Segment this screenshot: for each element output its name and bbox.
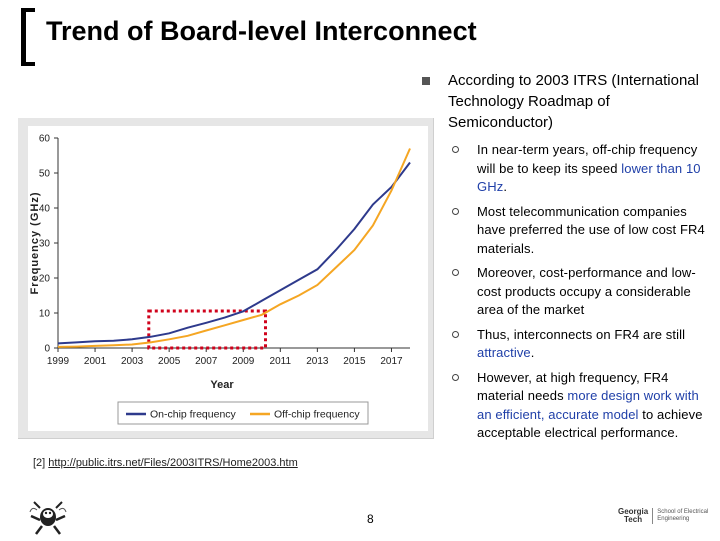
x-tick-label: 1999: [47, 356, 70, 367]
y-tick-label: 10: [39, 309, 51, 320]
highlighted-text: more design work with an efficient, accu…: [477, 388, 699, 422]
reference-prefix: [2]: [33, 457, 49, 469]
sub-bullet-item: Thus, interconnects on FR4 are still att…: [452, 326, 714, 363]
logo-text-tech: Tech: [624, 515, 643, 524]
bullet-text-fragment: In near-term years, off-chip frequency w…: [477, 142, 698, 176]
sub-bullet-text: Most telecommunication companies have pr…: [477, 203, 714, 259]
logo-text-georgia: Georgia: [618, 507, 649, 516]
circle-bullet-icon: [452, 373, 459, 381]
sub-bullet-item: Moreover, cost-performance and low-cost …: [452, 264, 714, 320]
y-tick-label: 40: [39, 204, 51, 215]
x-tick-label: 2013: [306, 356, 329, 367]
legend-label: Off-chip frequency: [274, 409, 360, 421]
chart-background: [28, 126, 428, 431]
bullet-text-fragment: Most telecommunication companies have pr…: [477, 203, 705, 256]
highlighted-text: attractive: [477, 345, 531, 360]
x-tick-label: 2011: [270, 356, 292, 367]
legend-label: On-chip frequency: [150, 409, 237, 421]
highlight-region-box: [147, 309, 267, 350]
frequency-trend-chart: 0 10 20 30 40 50 60 1999 2001 2003 2005 2007 2009 201…: [28, 126, 428, 431]
y-tick-label: 30: [39, 239, 51, 250]
reference-footnote: [2] http://public.itrs.net/Files/2003ITR…: [33, 457, 298, 469]
georgia-tech-ece-logo: Georgia Tech School of Electrical Engine…: [618, 508, 708, 524]
logo-text-school: School of Electrical: [657, 509, 709, 515]
sub-bullet-item: Most telecommunication companies have pr…: [452, 203, 714, 259]
legend-box: [117, 401, 369, 425]
bullet-text-fragment: .: [503, 179, 508, 194]
main-bullet-text: According to 2003 ITRS (International Te…: [448, 72, 699, 131]
off-chip-frequency-line: [57, 148, 411, 348]
highlighted-text: lower than 10 GHz: [477, 160, 701, 195]
title-bracket: [21, 8, 35, 66]
sub-bullet-text: Thus, interconnects on FR4 are still att…: [477, 326, 714, 363]
bullet-text-fragment: Thus, interconnects on FR4 are still: [477, 326, 686, 342]
y-axis-label: Frequency (GHz): [29, 191, 41, 294]
x-tick-label: 2007: [195, 356, 218, 367]
sub-bullet-item: In near-term years, off-chip frequency w…: [452, 141, 714, 197]
mascot-logo: [28, 500, 68, 541]
circle-bullet-icon: [452, 330, 459, 338]
sub-bullet-text: However, at high frequency, FR4 material…: [477, 369, 714, 443]
main-bullet: According to 2003 ITRS (International Te…: [418, 70, 708, 133]
bullet-text-fragment: to achieve acceptable electrical perform…: [477, 406, 703, 441]
x-tick-label: 2015: [343, 356, 366, 367]
sub-bullet-item: However, at high frequency, FR4 material…: [452, 369, 714, 443]
x-axis-label: Year: [210, 379, 234, 391]
x-tick-label: 2005: [158, 356, 181, 367]
reference-link[interactable]: http://public.itrs.net/Files/2003ITRS/Ho…: [48, 457, 298, 469]
page-number: 8: [367, 512, 374, 526]
bullet-text-fragment: Moreover, cost-performance and low-cost …: [477, 265, 696, 317]
square-bullet-icon: [422, 77, 430, 85]
chart-panel: 0 10 20 30 40 50 60 1999 2001 2003 2005 2007 2009 201…: [18, 118, 434, 439]
y-tick-label: 0: [44, 344, 50, 355]
y-tick-label: 60: [39, 134, 51, 145]
x-tick-label: 2009: [232, 356, 255, 367]
circle-bullet-icon: [452, 269, 459, 276]
on-chip-frequency-line: [57, 161, 411, 345]
sub-bullet-text: In near-term years, off-chip frequency w…: [477, 141, 714, 197]
sub-bullet-list: In near-term years, off-chip frequency w…: [452, 141, 714, 449]
x-tick-label: 2017: [380, 356, 403, 367]
circle-bullet-icon: [452, 207, 459, 215]
slide-title: Trend of Board-level Interconnect: [46, 16, 477, 46]
x-tick-label: 2003: [121, 356, 144, 367]
sub-bullet-text: Moreover, cost-performance and low-cost …: [477, 264, 714, 320]
y-tick-label: 50: [39, 169, 51, 180]
x-tick-label: 2001: [84, 356, 107, 367]
circle-bullet-icon: [452, 146, 459, 153]
bullet-text-fragment: .: [530, 345, 535, 360]
y-tick-label: 20: [39, 274, 51, 285]
bullet-text-fragment: However, at high frequency, FR4 material…: [477, 369, 669, 404]
main-bullet-block: According to 2003 ITRS (International Te…: [418, 70, 708, 133]
logo-text-engineering: Engineering: [657, 516, 690, 522]
